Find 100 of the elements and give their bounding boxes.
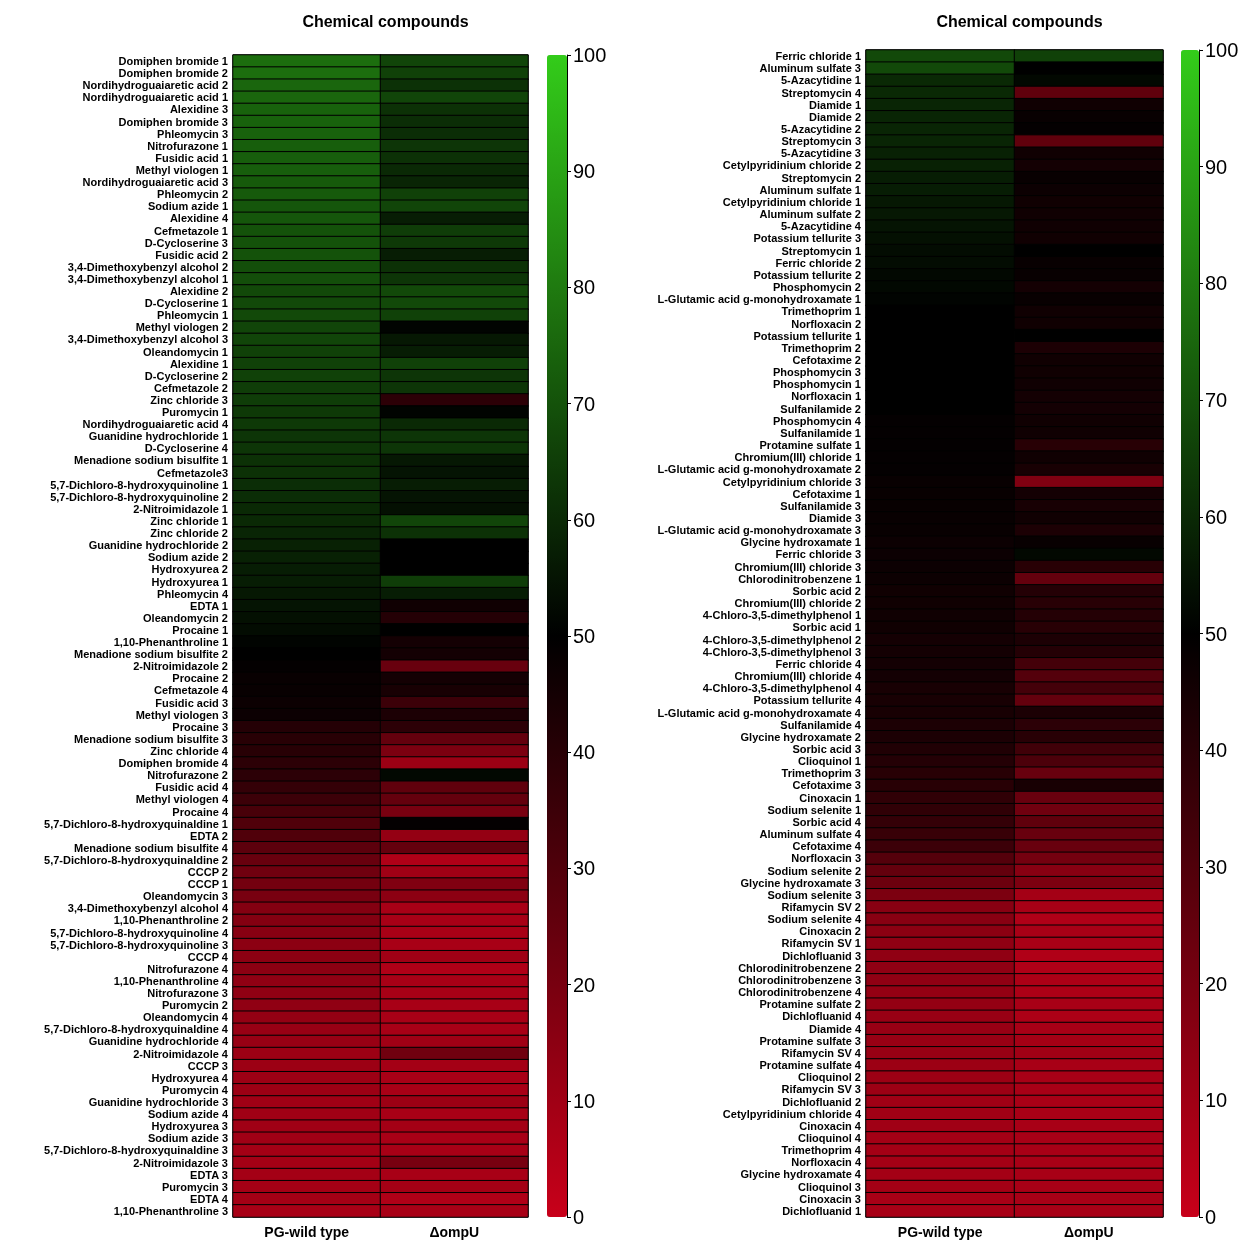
y-tick-label: Domiphen bromide 1 [118,55,228,68]
y-tick-label: Nitrofurazone 4 [147,962,229,975]
color-bar-label: 30 [1205,855,1228,878]
y-tick-label: Domiphen bromide 4 [118,757,229,770]
y-tick-label: EDTA 1 [190,599,228,612]
color-bar-label: 40 [1205,739,1228,762]
y-tick-label: 3,4-Dimethoxybenzyl alcohol 4 [67,902,229,915]
x-tick-label: PG-wild type [264,1224,350,1240]
y-tick-label: Oleandomycin 2 [143,611,228,624]
y-tick-label: Rifamycin SV 3 [781,1083,861,1096]
y-tick-label: Fusidic acid 4 [155,781,229,794]
y-tick-label: 5,7-Dichloro-8-hydroxyquinaldine 2 [44,853,228,866]
y-tick-label: Glycine hydroxamate 4 [740,1168,862,1181]
color-bar-label: 100 [1205,39,1239,61]
color-bar-label: 80 [1205,272,1228,295]
y-tick-label: Potassium tellurite 4 [753,694,862,707]
color-bar-label: 90 [573,160,596,183]
y-tick-label: Procaine 1 [172,623,228,636]
y-tick-label: Clioquinol 3 [798,1180,861,1193]
y-tick-label: Rifamycin SV 2 [781,901,861,914]
y-tick-label: Cinoxacin 4 [799,1119,862,1132]
y-tick-label: 4-Chloro-3,5-dimethylphenol 2 [702,633,861,646]
y-tick-label: EDTA 3 [190,1168,228,1181]
y-tick-label: 4-Chloro-3,5-dimethylphenol 4 [702,682,862,695]
y-tick-label: Oleandomycin 1 [143,345,228,358]
y-tick-label: Sodium azide 2 [147,551,228,564]
y-tick-label: Sodium selenite 1 [767,803,861,816]
y-tick-label: EDTA 2 [190,829,228,842]
color-bar-label: 90 [1205,155,1228,178]
y-tick-label: Trimethoprim 1 [781,305,861,318]
y-tick-label: Nordihydroguaiaretic acid 4 [82,418,229,431]
y-tick-label: Streptomycin 2 [781,171,861,184]
y-tick-label: Sulfanilamide 3 [780,499,861,512]
y-tick-label: 5,7-Dichloro-8-hydroxyquinoline 2 [50,490,228,503]
y-tick-label: Sorbic acid 2 [792,584,861,597]
y-tick-label: Diamide 3 [809,512,861,525]
y-tick-label: 1,10-Phenanthroline 3 [113,1204,228,1217]
y-tick-label: 1,10-Phenanthroline 4 [113,974,229,987]
y-tick-label: Cetylpyridinium chloride 4 [722,1107,862,1120]
y-tick-label: Fusidic acid 3 [155,696,228,709]
y-tick-label: Alexidine 2 [169,285,228,298]
y-tick-label: Guanidine hydrochloride 1 [88,430,228,443]
y-tick-label: Alexidine 3 [169,103,228,116]
y-tick-label: Phosphomycin 4 [772,414,862,427]
y-tick-label: Aluminum sulfate 4 [759,828,862,841]
y-tick-label: Sorbic acid 3 [792,742,861,755]
y-tick-label: 4-Chloro-3,5-dimethylphenol 1 [702,609,861,622]
y-tick-label: EDTA 4 [190,1192,229,1205]
y-tick-label: Sulfanilamide 4 [780,718,862,731]
y-tick-label: Oleandomycin 3 [143,890,228,903]
y-tick-label: Methyl viologen 3 [135,708,228,721]
y-tick-label: Clioquinol 2 [798,1071,861,1084]
y-tick-label: CCCP 1 [187,878,228,891]
y-tick-label: L-Glutamic acid g-monohydroxamate 3 [657,524,861,537]
y-tick-label: Clioquinol 1 [798,755,861,768]
y-tick-label: Phleomycin 1 [157,309,228,322]
y-tick-label: Sodium azide 4 [147,1108,229,1121]
y-tick-label: Cinoxacin 2 [799,925,861,938]
color-bar-label: 40 [573,741,596,764]
y-tick-label: Menadione sodium bisulfite 3 [73,732,228,745]
y-tick-label: Norfloxacin 1 [791,390,861,403]
y-tick-label: Chlorodinitrobenzene 3 [738,973,861,986]
color-bar-label: 70 [1205,389,1228,412]
y-tick-label: Chromium(III) chloride 3 [734,560,861,573]
color-bar-label: 0 [1205,1206,1217,1228]
y-tick-label: 5,7-Dichloro-8-hydroxyquinoline 1 [50,478,228,491]
y-tick-label: Dichlofluanid 3 [782,949,861,962]
y-tick-label: 5,7-Dichloro-8-hydroxyquinaldine 4 [44,1023,229,1036]
color-bar-label: 60 [573,508,596,531]
color-bar-label: 20 [1205,972,1228,995]
y-tick-label: Zinc chloride 4 [150,744,229,757]
y-tick-label: Alexidine 1 [169,357,228,370]
y-tick-label: Puromycin 3 [161,1180,228,1193]
y-tick-label: Sodium azide 1 [147,200,228,213]
y-tick-label: Nitrofurazone 2 [147,769,228,782]
y-tick-label: Norfloxacin 2 [791,317,861,330]
y-tick-label: Hydroxyurea 1 [151,575,228,588]
y-tick-label: 3,4-Dimethoxybenzyl alcohol 1 [67,272,228,285]
y-tick-label: D-Cycloserine 3 [144,236,228,249]
y-tick-label: Ferric chloride 2 [775,256,861,269]
y-tick-label: Aluminum sulfate 2 [759,208,861,221]
y-tick-label: Cefotaxime 2 [792,353,861,366]
color-bar-label: 70 [573,392,596,415]
y-tick-label: Aluminum sulfate 1 [759,183,861,196]
y-tick-label: Methyl viologen 2 [135,321,228,334]
y-tick-label: Zinc chloride 1 [150,515,228,528]
y-tick-label: Cetylpyridinium chloride 3 [722,475,861,488]
y-tick-label: Procaine 2 [172,672,228,685]
y-tick-label: CCCP 3 [187,1059,228,1072]
y-tick-label: 5-Azacytidine 3 [780,147,861,160]
y-tick-label: Chlorodinitrobenzene 1 [738,572,861,585]
y-tick-label: Chlorodinitrobenzene 4 [738,986,862,999]
y-tick-label: Chromium(III) chloride 2 [734,597,861,610]
y-tick-label: Phleomycin 2 [157,188,228,201]
y-tick-label: 5-Azacytidine 1 [780,74,861,87]
y-tick-label: CCCP 2 [187,866,228,879]
color-bar-label: 50 [1205,622,1228,645]
y-tick-label: Sodium selenite 3 [767,888,861,901]
y-tick-label: 5,7-Dichloro-8-hydroxyquinaldine 1 [44,817,228,830]
y-tick-label: Diamide 4 [809,1022,862,1035]
